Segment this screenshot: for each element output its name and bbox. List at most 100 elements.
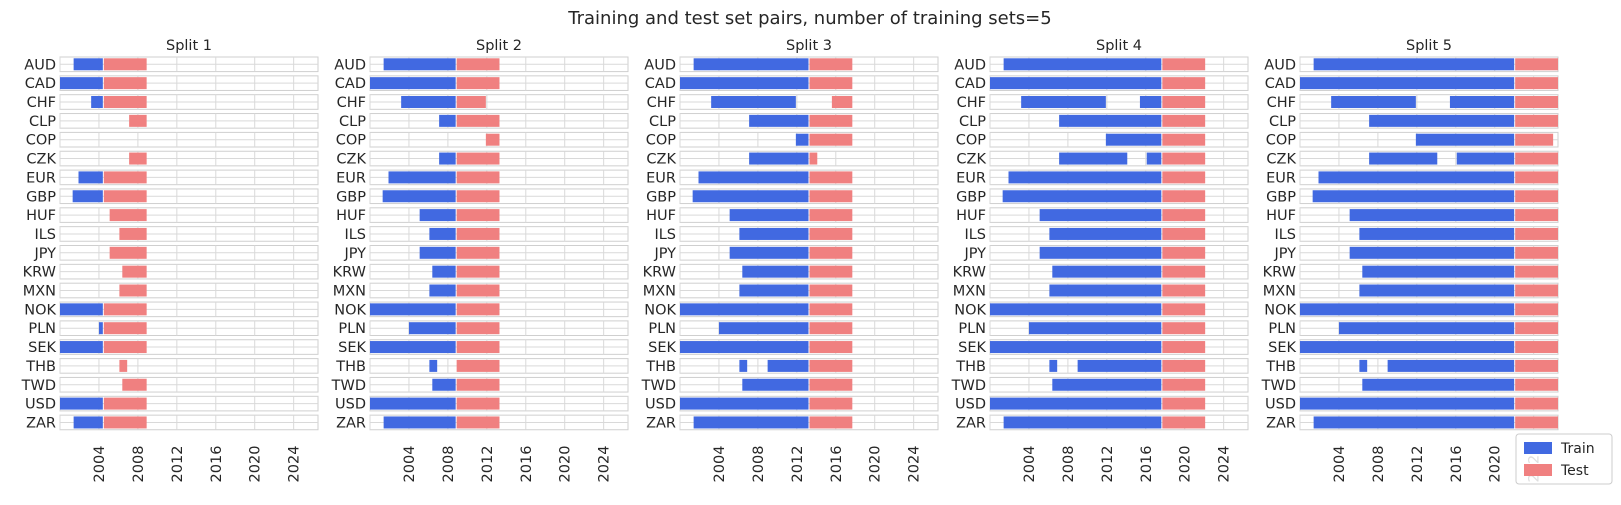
row-mxn: MXN — [333, 282, 629, 300]
test-bar-eur — [103, 171, 147, 184]
row-thb: THB — [335, 358, 629, 375]
y-label-huf: HUF — [956, 208, 986, 224]
test-bar-mxn — [809, 284, 853, 297]
test-bar-eur — [456, 171, 500, 184]
test-bar-nok — [456, 303, 500, 316]
y-label-jpy: JPY — [343, 246, 366, 262]
y-label-clp: CLP — [339, 114, 366, 130]
y-label-pln: PLN — [338, 321, 366, 337]
test-bar-jpy — [1515, 246, 1558, 259]
test-bar-twd — [1515, 378, 1558, 391]
panel-title: Split 4 — [1096, 38, 1142, 54]
train-bar-zar-1 — [73, 416, 103, 429]
row-sek: SEK — [338, 339, 629, 356]
train-bar-cop-1 — [1415, 133, 1515, 146]
y-label-pln: PLN — [1268, 321, 1296, 337]
x-tick-2004: 2004 — [712, 446, 728, 483]
row-eur: EUR — [26, 169, 319, 186]
row-gbp: GBP — [26, 188, 319, 205]
train-bar-aud-1 — [383, 58, 456, 71]
y-label-twd: TWD — [641, 378, 676, 394]
split-panel-5: Split 5 AUD CAD CHF CLP COP CZK EUR GBP HUF ILS JPY… — [1261, 38, 1559, 483]
test-bar-krw — [456, 265, 500, 278]
y-label-zar: ZAR — [1266, 415, 1296, 431]
test-bar-chf — [456, 96, 486, 108]
y-label-aud: AUD — [24, 57, 56, 73]
test-bar-gbp — [103, 190, 147, 203]
row-aud: AUD — [954, 56, 1249, 73]
row-nok: NOK — [644, 301, 939, 318]
test-bar-twd — [1162, 378, 1206, 391]
row-eur: EUR — [1266, 169, 1559, 186]
train-bar-chf-1 — [91, 96, 103, 108]
test-bar-gbp — [456, 190, 500, 203]
row-gbp: GBP — [1266, 188, 1559, 205]
row-nok: NOK — [1264, 301, 1559, 318]
train-bar-aud-1 — [693, 58, 809, 71]
test-bar-pln — [809, 322, 853, 335]
row-czk: CZK — [336, 150, 629, 168]
test-bar-eur — [1515, 171, 1558, 184]
test-bar-cad — [1515, 77, 1558, 90]
row-nok: NOK — [954, 301, 1249, 318]
train-bar-mxn-1 — [739, 284, 809, 297]
row-twd: TWD — [1261, 376, 1559, 394]
y-label-ils: ILS — [964, 227, 986, 243]
train-bar-sek-1 — [370, 341, 456, 354]
train-bar-twd-1 — [1362, 378, 1515, 391]
row-krw: KRW — [333, 263, 629, 281]
test-bar-sek — [1515, 341, 1558, 354]
y-label-aud: AUD — [334, 57, 366, 73]
train-bar-eur-1 — [78, 171, 103, 184]
y-label-czk: CZK — [26, 152, 56, 168]
row-gbp: GBP — [956, 188, 1249, 205]
row-cop: COP — [1266, 131, 1559, 149]
y-label-nok: NOK — [954, 302, 986, 318]
test-bar-cad — [103, 77, 147, 90]
row-twd: TWD — [641, 376, 939, 394]
train-bar-chf-1 — [401, 96, 456, 108]
y-label-krw: KRW — [1263, 265, 1296, 281]
y-label-ils: ILS — [34, 227, 56, 243]
row-cop: COP — [646, 131, 939, 149]
y-label-huf: HUF — [646, 208, 676, 224]
test-bar-chf — [103, 96, 147, 108]
y-label-zar: ZAR — [956, 415, 986, 431]
train-bar-usd-1 — [680, 397, 809, 410]
x-tick-2016: 2016 — [1449, 446, 1465, 483]
train-bar-ils-1 — [1359, 227, 1515, 240]
test-bar-krw — [1162, 265, 1206, 278]
y-label-pln: PLN — [958, 321, 986, 337]
y-label-cad: CAD — [25, 76, 56, 92]
x-tick-2020: 2020 — [248, 446, 264, 483]
test-bar-thb — [1162, 359, 1206, 372]
train-bar-jpy-1 — [419, 246, 456, 259]
y-label-aud: AUD — [644, 57, 676, 73]
y-label-huf: HUF — [336, 208, 366, 224]
row-ils: ILS — [34, 226, 319, 243]
train-bar-cad-1 — [680, 77, 809, 90]
y-label-cad: CAD — [335, 76, 366, 92]
row-clp: CLP — [649, 113, 939, 130]
test-bar-thb — [119, 359, 128, 372]
y-label-eur: EUR — [956, 170, 986, 186]
row-ils: ILS — [964, 226, 1249, 243]
y-label-eur: EUR — [26, 170, 56, 186]
y-label-usd: USD — [645, 397, 676, 413]
row-cad: CAD — [955, 75, 1249, 92]
y-label-jpy: JPY — [963, 246, 986, 262]
train-bar-clp-1 — [1059, 114, 1162, 127]
train-bar-usd-1 — [370, 397, 456, 410]
train-bar-usd-1 — [1300, 397, 1515, 410]
y-label-gbp: GBP — [956, 189, 986, 205]
row-eur: EUR — [336, 169, 629, 186]
test-bar-cop — [1162, 133, 1206, 146]
test-bar-ils — [809, 227, 853, 240]
train-bar-chf-1 — [711, 96, 796, 108]
x-tick-2024: 2024 — [907, 446, 923, 483]
row-huf: HUF — [646, 207, 939, 224]
test-bar-thb — [809, 359, 853, 372]
row-mxn: MXN — [23, 282, 319, 300]
test-bar-czk — [1515, 152, 1558, 165]
